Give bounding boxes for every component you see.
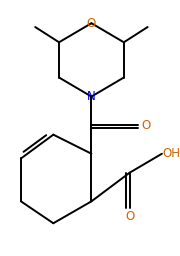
Text: O: O <box>125 210 134 223</box>
Text: OH: OH <box>163 147 180 160</box>
Text: O: O <box>87 17 96 30</box>
Text: N: N <box>87 90 96 103</box>
Text: O: O <box>141 119 150 132</box>
